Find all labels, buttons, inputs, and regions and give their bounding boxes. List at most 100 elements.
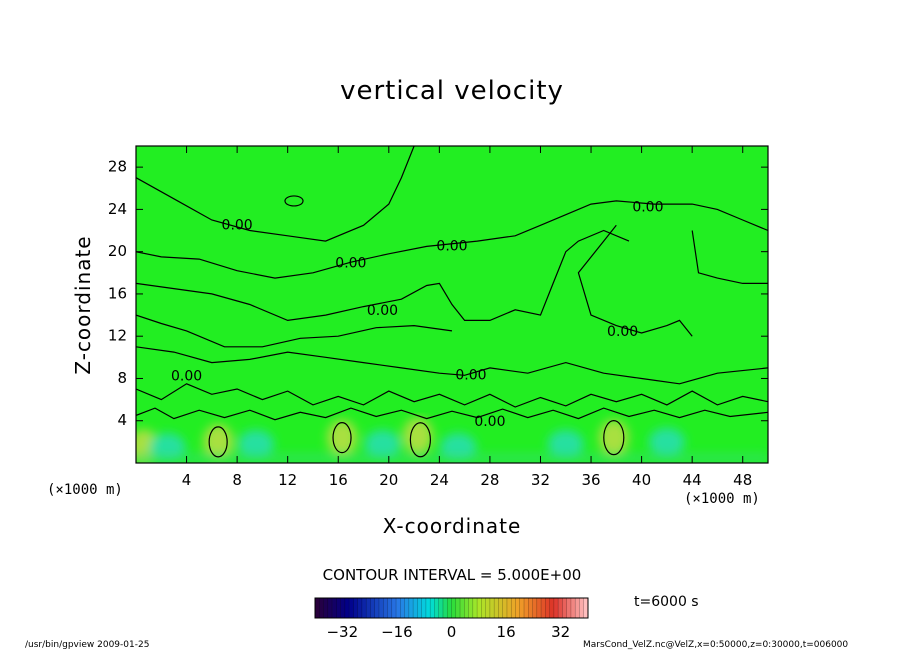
- y-axis-unit: (×1000 m): [47, 482, 123, 498]
- colorbar-cell: [417, 598, 422, 618]
- downdraft-shade: [547, 429, 584, 458]
- colorbar-cell: [430, 598, 435, 618]
- contour-label: 0.00: [436, 238, 467, 254]
- contour-line: [136, 229, 630, 322]
- contour-label: 0.00: [455, 367, 486, 383]
- colorbar-cell: [468, 598, 474, 618]
- colorbar-cell: [511, 598, 516, 618]
- contour-line: [136, 346, 768, 385]
- contour-label: 0.00: [632, 199, 663, 215]
- colorbar-cell: [524, 598, 529, 618]
- colorbar-cell: [319, 598, 324, 618]
- y-tick-label: 20: [108, 242, 127, 260]
- x-tick-label: 8: [232, 471, 242, 489]
- contour-label: 0.00: [171, 368, 202, 384]
- y-tick-label: 16: [108, 284, 127, 302]
- colorbar-cell: [396, 598, 401, 618]
- contour-loop: [409, 422, 431, 458]
- colorbar-cell: [349, 598, 354, 618]
- colorbar-cell: [408, 598, 414, 618]
- colorbar-tick-label: −16: [381, 623, 413, 641]
- colorbar-cell: [442, 598, 448, 618]
- colorbar-cell: [451, 598, 457, 618]
- colorbar-cell: [519, 598, 525, 618]
- colorbar-cell: [378, 598, 384, 618]
- updraft-shade: [598, 419, 629, 456]
- colorbar-tick-label: 0: [447, 623, 457, 641]
- colorbar-cell: [370, 598, 376, 618]
- downdraft-shade: [648, 427, 685, 456]
- updraft-shade: [327, 419, 358, 456]
- downdraft-shade: [238, 429, 275, 458]
- contour-loop: [284, 195, 304, 207]
- colorbar-cell: [532, 598, 538, 618]
- colorbar-cell: [494, 598, 499, 618]
- contour-interval-label: CONTOUR INTERVAL = 5.000E+00: [322, 566, 582, 584]
- colorbar-cell: [361, 598, 367, 618]
- colorbar-cell: [353, 598, 358, 618]
- x-tick-label: 4: [182, 471, 192, 489]
- colorbar-cell: [583, 598, 589, 618]
- colorbar-cell: [323, 598, 329, 618]
- colorbar-cell: [336, 598, 341, 618]
- contour-line: [136, 146, 415, 242]
- colorbar-cell: [502, 598, 508, 618]
- x-axis-unit: (×1000 m): [684, 491, 760, 507]
- colorbar-cell: [575, 598, 580, 618]
- y-tick-label: 24: [108, 200, 127, 218]
- y-tick-label: 12: [108, 327, 127, 345]
- contour-line: [136, 200, 768, 279]
- contour-label: 0.00: [607, 324, 638, 340]
- colorbar-cell: [528, 598, 533, 618]
- contour-line: [691, 230, 768, 284]
- x-tick-label: 12: [278, 471, 297, 489]
- contour-label: 0.00: [335, 255, 366, 271]
- colorbar-cell: [541, 598, 546, 618]
- time-label: t=6000 s: [634, 594, 699, 610]
- surface-shade: [136, 453, 768, 463]
- colorbar-cell: [545, 598, 550, 618]
- colorbar-cell: [536, 598, 542, 618]
- x-tick-label: 28: [480, 471, 499, 489]
- colorbar-cell: [340, 598, 346, 618]
- colorbar-cell: [558, 598, 563, 618]
- colorbar-cell: [489, 598, 495, 618]
- colorbar-cell: [570, 598, 576, 618]
- colorbar-cell: [434, 598, 440, 618]
- colorbar-cell: [477, 598, 482, 618]
- colorbar-tick-label: 32: [551, 623, 570, 641]
- colorbar-cell: [391, 598, 397, 618]
- colorbar-cell: [506, 598, 512, 618]
- footer-file-info: MarsCond_VelZ.nc@VelZ,x=0:50000,z=0:3000…: [583, 640, 849, 650]
- colorbar-cell: [464, 598, 469, 618]
- contour-loop: [208, 426, 228, 458]
- contour-loop: [332, 422, 352, 454]
- x-tick-label: 36: [581, 471, 600, 489]
- colorbar-cell: [387, 598, 393, 618]
- colorbar-cell: [383, 598, 388, 618]
- x-tick-label: 16: [329, 471, 348, 489]
- colorbar-cell: [438, 598, 444, 618]
- contour-line: [136, 314, 453, 348]
- colorbar-cell: [421, 598, 427, 618]
- colorbar-cell: [566, 598, 572, 618]
- x-tick-label: 48: [733, 471, 752, 489]
- y-tick-label: 4: [117, 411, 127, 429]
- colorbar-cell: [400, 598, 405, 618]
- colorbar-cell: [344, 598, 350, 618]
- colorbar-cell: [413, 598, 418, 618]
- colorbar-cell: [366, 598, 371, 618]
- colorbar-cell: [481, 598, 486, 618]
- contour-line: [136, 407, 768, 421]
- x-tick-label: 44: [683, 471, 702, 489]
- colorbar-tick-label: −32: [326, 623, 358, 641]
- colorbar-cell: [425, 598, 431, 618]
- y-tick-label: 28: [108, 158, 127, 176]
- contour-line: [136, 383, 768, 408]
- colorbar-cell: [553, 598, 559, 618]
- x-axis-label: X-coordinate: [382, 514, 522, 538]
- colorbar-cell: [549, 598, 555, 618]
- x-tick-label: 24: [430, 471, 449, 489]
- colorbar-cell: [498, 598, 503, 618]
